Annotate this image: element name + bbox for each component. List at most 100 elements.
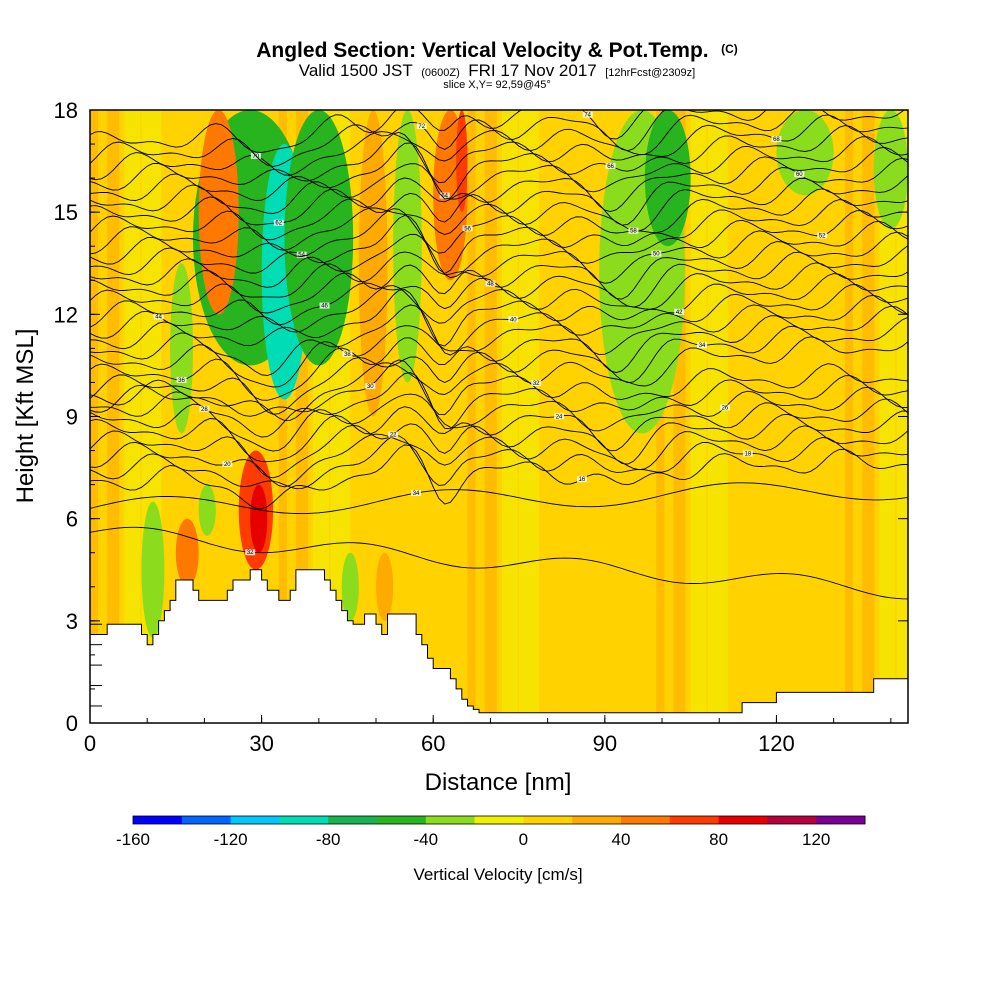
theta-contour-line	[90, 316, 908, 415]
field-streak	[501, 110, 518, 723]
velocity-region	[198, 110, 239, 315]
theta-contour-label: 20	[224, 462, 231, 468]
theta-contour-line	[90, 444, 908, 510]
theta-contour-label: 64	[441, 194, 448, 200]
theta-contours: 32 34 16 18 20 22 24 26 28 30 32 34 36 38 40 42 44 46 48 50…	[90, 110, 908, 600]
y-tick-label: 15	[54, 200, 78, 225]
subtitle-date: FRI 17 Nov 2017	[468, 61, 597, 80]
colorbar: -160 -120 -80 -40 0 40 80 120	[116, 815, 866, 849]
theta-contour-label: 42	[676, 310, 683, 316]
theta-contour-label: 26	[722, 406, 729, 412]
y-tick-label: 12	[54, 302, 78, 327]
field-streak	[879, 110, 896, 723]
chart-subtitle: Valid 1500 JST (0600Z) FRI 17 Nov 2017 […	[299, 61, 695, 80]
colorbar-swatch	[621, 816, 671, 824]
colorbar-swatch	[279, 816, 329, 824]
x-tick-label: 120	[758, 731, 795, 756]
theta-contour-label: 72	[418, 124, 425, 130]
theta-contour-line	[90, 526, 908, 600]
velocity-region	[175, 518, 199, 587]
theta-contour-line	[90, 336, 908, 421]
contour-label-bg	[485, 280, 496, 287]
field-streak	[278, 110, 287, 723]
theta-contour-label: 68	[773, 137, 780, 143]
velocity-region	[873, 110, 908, 230]
theta-contour-line	[90, 398, 908, 463]
colorbar-tick-label: -40	[414, 830, 439, 849]
theta-contour-label: 18	[744, 451, 751, 457]
velocity-region	[358, 110, 388, 417]
contour-label-bg	[462, 225, 473, 232]
terrain-mask	[90, 569, 908, 723]
colorbar-tick-label: -80	[316, 830, 341, 849]
theta-contour-line	[90, 136, 908, 214]
theta-contour-line	[90, 410, 908, 479]
velocity-region	[198, 484, 216, 536]
colorbar-swatch	[133, 816, 183, 824]
contour-label-bg	[554, 413, 565, 420]
theta-contour-label: 44	[155, 314, 162, 320]
colorbar-tick-label: 120	[802, 830, 830, 849]
x-axis-ticks: 0 30 60 90 120	[84, 715, 892, 756]
contour-label-bg	[651, 250, 662, 257]
contour-label-bg	[697, 342, 708, 349]
contour-label-bg	[576, 476, 587, 483]
contour-label-bg	[439, 192, 450, 199]
colorbar-tick-label: -120	[214, 830, 248, 849]
slice-label: slice X,Y= 92,59@45°	[443, 79, 551, 91]
subtitle-valid: Valid 1500 JST	[299, 61, 413, 80]
theta-contour-line	[90, 220, 908, 298]
colorbar-swatch	[230, 816, 280, 824]
contour-label-bg	[416, 122, 427, 129]
contour-label-bg	[719, 404, 730, 411]
chart-title: Angled Section: Vertical Velocity & Pot.…	[256, 39, 738, 62]
x-tick-label: 30	[249, 731, 273, 756]
theta-contour-label: 28	[201, 407, 208, 413]
theta-contour-line	[90, 359, 908, 417]
velocity-region	[376, 552, 394, 621]
theta-contour-label: 40	[510, 317, 517, 323]
field-streak	[845, 110, 854, 723]
x-axis-label: Distance [nm]	[425, 769, 572, 796]
theta-contour-line	[90, 372, 908, 438]
theta-contour-label: 52	[819, 233, 826, 239]
contour-label-bg	[365, 383, 376, 390]
contour-label-bg	[531, 380, 542, 387]
velocity-region	[776, 110, 834, 196]
y-tick-label: 6	[66, 507, 78, 532]
contour-label-bg	[411, 490, 422, 497]
theta-contour-label: 58	[630, 229, 637, 235]
theta-contour-label: 16	[579, 477, 586, 483]
theta-contour-line	[90, 386, 908, 452]
theta-contour-label: 22	[390, 433, 397, 439]
theta-contour-line	[90, 273, 908, 350]
y-tick-label: 18	[54, 98, 78, 123]
contour-label-bg	[176, 376, 187, 383]
theta-contour-label: 32	[533, 381, 540, 387]
theta-contour-label: 60	[796, 172, 803, 178]
contour-label-bg	[199, 405, 210, 412]
contour-label-bg	[674, 308, 685, 315]
theta-contour-label: 50	[653, 252, 660, 258]
subtitle-forecast: [12hrFcst@2309z]	[605, 67, 695, 79]
field-streak	[519, 110, 540, 723]
velocity-region	[250, 484, 268, 553]
colorbar-swatch	[767, 816, 817, 824]
x-tick-label: 60	[421, 731, 445, 756]
field-streak	[107, 110, 120, 723]
theta-contour-line	[90, 482, 908, 515]
theta-contour-label: 34	[699, 343, 706, 349]
theta-contour-label: 46	[321, 304, 328, 310]
theta-contour-line	[90, 157, 908, 241]
velocity-region	[644, 110, 691, 247]
colorbar-swatch	[328, 816, 378, 824]
colorbar-swatch	[425, 816, 476, 824]
contour-label-bg	[742, 450, 753, 457]
chart-title-unit: (C)	[721, 42, 738, 56]
theta-contour-line	[90, 284, 908, 376]
field-streak	[467, 110, 476, 723]
contour-label-bg	[771, 136, 782, 143]
field-streak	[484, 110, 497, 723]
